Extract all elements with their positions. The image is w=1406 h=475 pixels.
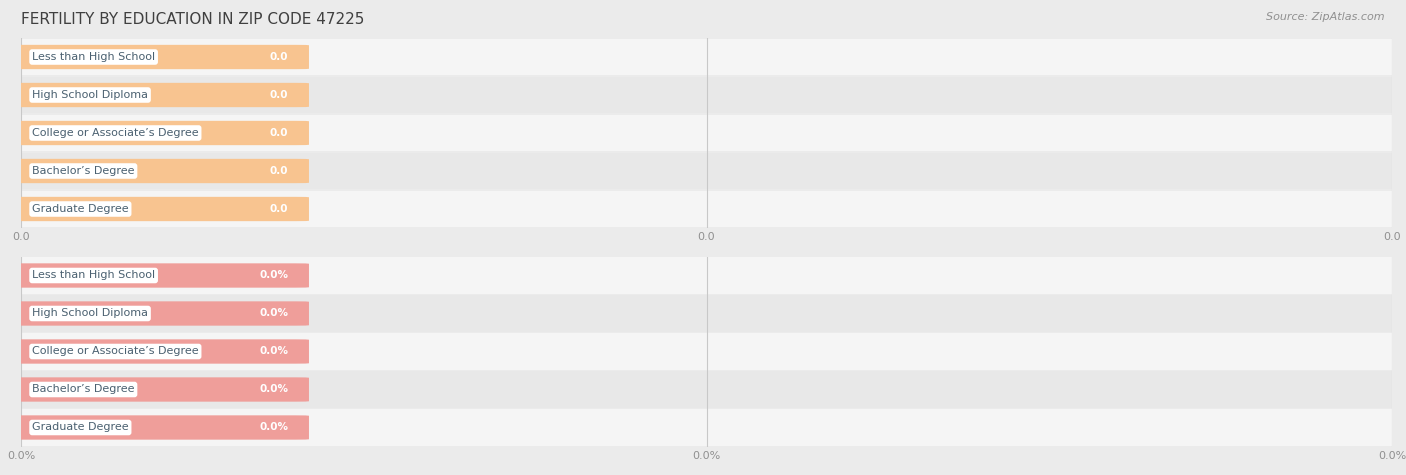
- FancyBboxPatch shape: [7, 159, 309, 183]
- FancyBboxPatch shape: [21, 409, 1392, 446]
- FancyBboxPatch shape: [21, 257, 1392, 294]
- Text: Less than High School: Less than High School: [32, 52, 155, 62]
- FancyBboxPatch shape: [21, 191, 1392, 227]
- FancyBboxPatch shape: [21, 371, 1392, 408]
- FancyBboxPatch shape: [7, 339, 309, 364]
- Text: High School Diploma: High School Diploma: [32, 90, 148, 100]
- Text: Graduate Degree: Graduate Degree: [32, 422, 129, 433]
- Text: College or Associate’s Degree: College or Associate’s Degree: [32, 128, 198, 138]
- Text: 0.0: 0.0: [270, 166, 288, 176]
- Text: Bachelor’s Degree: Bachelor’s Degree: [32, 166, 135, 176]
- FancyBboxPatch shape: [21, 77, 1392, 113]
- Text: 0.0: 0.0: [270, 90, 288, 100]
- FancyBboxPatch shape: [7, 415, 309, 440]
- Text: Bachelor’s Degree: Bachelor’s Degree: [32, 384, 135, 395]
- Text: 0.0%: 0.0%: [259, 346, 288, 357]
- Text: FERTILITY BY EDUCATION IN ZIP CODE 47225: FERTILITY BY EDUCATION IN ZIP CODE 47225: [21, 12, 364, 27]
- Text: High School Diploma: High School Diploma: [32, 308, 148, 319]
- FancyBboxPatch shape: [21, 333, 1392, 370]
- Text: Source: ZipAtlas.com: Source: ZipAtlas.com: [1267, 12, 1385, 22]
- Text: 0.0: 0.0: [270, 204, 288, 214]
- FancyBboxPatch shape: [7, 197, 309, 221]
- Text: College or Associate’s Degree: College or Associate’s Degree: [32, 346, 198, 357]
- FancyBboxPatch shape: [7, 45, 309, 69]
- Text: 0.0%: 0.0%: [259, 308, 288, 319]
- FancyBboxPatch shape: [21, 153, 1392, 189]
- Text: Graduate Degree: Graduate Degree: [32, 204, 129, 214]
- FancyBboxPatch shape: [7, 377, 309, 402]
- FancyBboxPatch shape: [7, 263, 309, 288]
- FancyBboxPatch shape: [7, 121, 309, 145]
- FancyBboxPatch shape: [21, 39, 1392, 75]
- FancyBboxPatch shape: [7, 301, 309, 326]
- FancyBboxPatch shape: [7, 83, 309, 107]
- Text: Less than High School: Less than High School: [32, 270, 155, 281]
- FancyBboxPatch shape: [21, 115, 1392, 151]
- Text: 0.0%: 0.0%: [259, 270, 288, 281]
- FancyBboxPatch shape: [21, 295, 1392, 332]
- Text: 0.0%: 0.0%: [259, 384, 288, 395]
- Text: 0.0: 0.0: [270, 128, 288, 138]
- Text: 0.0: 0.0: [270, 52, 288, 62]
- Text: 0.0%: 0.0%: [259, 422, 288, 433]
